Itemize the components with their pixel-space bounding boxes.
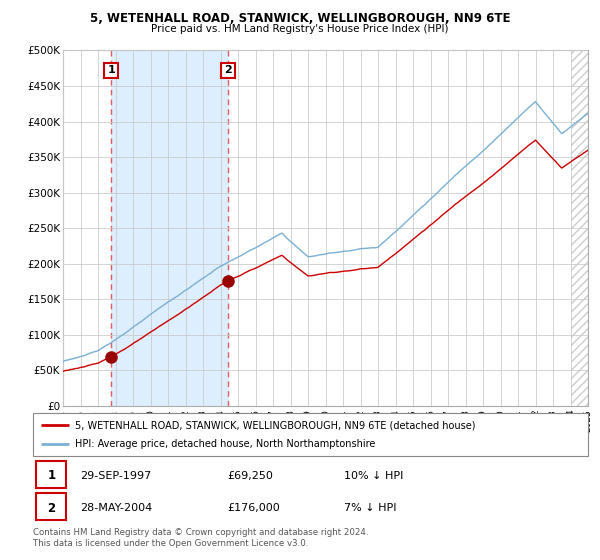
Text: 2: 2 [224,66,232,75]
Bar [111,50,228,406]
Text: 5, WETENHALL ROAD, STANWICK, WELLINGBOROUGH, NN9 6TE: 5, WETENHALL ROAD, STANWICK, WELLINGBORO… [90,12,510,25]
FancyBboxPatch shape [33,413,588,456]
Text: Price paid vs. HM Land Registry's House Price Index (HPI): Price paid vs. HM Land Registry's House … [151,24,449,34]
FancyBboxPatch shape [36,461,66,488]
Text: 10% ↓ HPI: 10% ↓ HPI [344,471,403,481]
Text: 7% ↓ HPI: 7% ↓ HPI [344,503,397,513]
Text: £176,000: £176,000 [227,503,280,513]
FancyBboxPatch shape [36,493,66,520]
Text: £69,250: £69,250 [227,471,273,481]
Bar [571,50,597,406]
Text: 5, WETENHALL ROAD, STANWICK, WELLINGBOROUGH, NN9 6TE (detached house): 5, WETENHALL ROAD, STANWICK, WELLINGBORO… [74,421,475,430]
Text: 28-MAY-2004: 28-MAY-2004 [80,503,152,513]
Text: Contains HM Land Registry data © Crown copyright and database right 2024.
This d: Contains HM Land Registry data © Crown c… [33,528,368,548]
Text: 1: 1 [107,66,115,75]
Text: 1: 1 [47,469,55,483]
Text: 29-SEP-1997: 29-SEP-1997 [80,471,151,481]
Bar [571,50,597,406]
Text: 2: 2 [47,502,55,515]
Text: HPI: Average price, detached house, North Northamptonshire: HPI: Average price, detached house, Nort… [74,440,375,449]
